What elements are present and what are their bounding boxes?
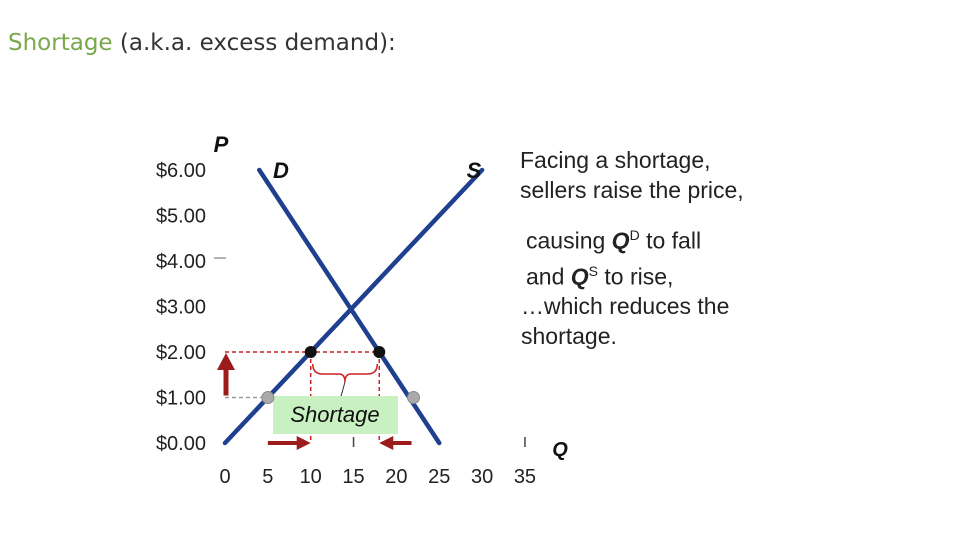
y-tick-label: $5.00 xyxy=(156,206,206,228)
x-tick-label: 15 xyxy=(342,466,364,488)
annotation-line-6: shortage. xyxy=(521,323,617,349)
title-accent: Shortage xyxy=(8,30,113,56)
x-tick-label: 25 xyxy=(428,466,450,488)
annotation-line-5: …which reduces the xyxy=(521,293,730,319)
y-tick-label: $2.00 xyxy=(156,342,206,364)
x-tick-label: 10 xyxy=(300,466,322,488)
x-tick-label: 30 xyxy=(471,466,493,488)
y-tick-label: $3.00 xyxy=(156,297,206,319)
annotation-qs-q: Q xyxy=(570,263,589,290)
annotation-line-2: sellers raise the price, xyxy=(520,177,744,203)
supply-curve-label: S xyxy=(467,158,482,183)
demand-curve-label: D xyxy=(273,158,289,183)
price-up-arrowhead xyxy=(217,353,235,370)
raised-point xyxy=(373,346,386,358)
annotation-line-4-b: to rise, xyxy=(598,263,674,290)
annotation-line-3: causing QD to fall xyxy=(526,220,701,256)
annotation-block-3: …which reduces the shortage. xyxy=(521,291,729,351)
x-tick-label: 0 xyxy=(219,466,230,488)
y-tick-label: $4.00 xyxy=(156,251,206,273)
x-tick-label: 20 xyxy=(385,466,407,488)
y-tick-label: $6.00 xyxy=(156,160,206,182)
annotation-line-1: Facing a shortage, xyxy=(520,147,711,173)
annotation-line-3-b: to fall xyxy=(639,227,702,254)
annotation-block-2: causing QD to fall and QS to rise, xyxy=(526,220,701,291)
initial-point xyxy=(261,391,275,404)
annotation-line-4-a: and xyxy=(526,263,571,290)
x-axis-label: Q xyxy=(552,439,568,461)
shortage-label: Shortage xyxy=(290,402,379,427)
annotation-qs-sup: S xyxy=(588,262,598,279)
slide-title: Shortage (a.k.a. excess demand): xyxy=(8,30,396,56)
annotation-line-3-a: causing xyxy=(526,227,612,254)
shortage-label-box xyxy=(273,396,398,434)
annotation-line-4: and QS to rise, xyxy=(526,256,701,292)
annotation-qd-sup: D xyxy=(629,227,640,243)
raised-point xyxy=(304,346,317,358)
y-tick-label: $0.00 xyxy=(156,433,206,455)
qd-fall-arrowhead xyxy=(379,436,394,450)
y-tick-label: $1.00 xyxy=(156,388,206,410)
initial-point xyxy=(407,391,421,404)
x-tick-label: 5 xyxy=(262,466,273,488)
title-rest: (a.k.a. excess demand): xyxy=(112,30,396,56)
x-tick-label: 35 xyxy=(514,466,536,488)
y-axis-label: P xyxy=(214,132,229,157)
shortage-bracket xyxy=(311,363,379,383)
qs-rise-arrowhead xyxy=(296,436,311,450)
annotation-block-1: Facing a shortage, sellers raise the pri… xyxy=(520,145,744,205)
annotation-qd-q: Q xyxy=(611,227,630,254)
